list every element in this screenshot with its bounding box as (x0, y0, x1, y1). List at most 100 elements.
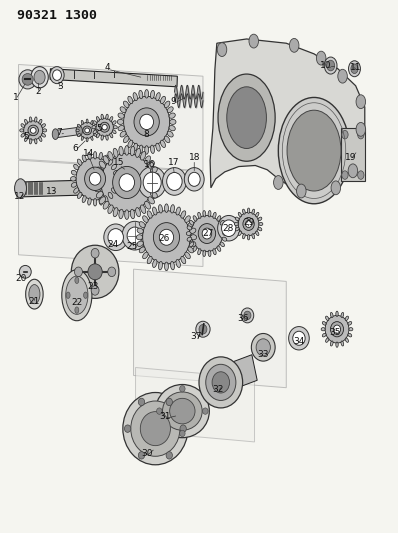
Ellipse shape (104, 155, 108, 162)
Ellipse shape (139, 145, 143, 154)
Text: 5: 5 (23, 132, 29, 141)
Ellipse shape (144, 201, 150, 209)
Ellipse shape (101, 114, 103, 119)
Text: 12: 12 (14, 192, 25, 201)
Text: 34: 34 (293, 337, 304, 346)
Ellipse shape (94, 124, 97, 127)
Ellipse shape (94, 133, 97, 136)
Polygon shape (21, 179, 114, 197)
Ellipse shape (108, 229, 123, 246)
Ellipse shape (113, 148, 118, 157)
Ellipse shape (96, 117, 100, 121)
Text: 16: 16 (144, 160, 155, 169)
Ellipse shape (137, 241, 143, 246)
Ellipse shape (113, 182, 119, 187)
Ellipse shape (137, 228, 143, 233)
Ellipse shape (74, 164, 79, 169)
Ellipse shape (94, 180, 101, 185)
Ellipse shape (330, 341, 333, 346)
Ellipse shape (71, 245, 119, 298)
Ellipse shape (217, 246, 221, 252)
Ellipse shape (190, 241, 196, 246)
Ellipse shape (104, 224, 128, 251)
Text: 15: 15 (113, 158, 125, 167)
Ellipse shape (114, 176, 120, 181)
Ellipse shape (139, 91, 143, 99)
Ellipse shape (76, 129, 79, 132)
Ellipse shape (125, 210, 129, 220)
Ellipse shape (29, 139, 32, 144)
Ellipse shape (29, 117, 32, 122)
Ellipse shape (330, 321, 343, 337)
Ellipse shape (99, 197, 105, 204)
Ellipse shape (66, 276, 88, 314)
Text: 22: 22 (71, 298, 82, 307)
Ellipse shape (136, 148, 140, 157)
Ellipse shape (190, 235, 197, 240)
Ellipse shape (108, 159, 113, 165)
Ellipse shape (119, 174, 135, 191)
Ellipse shape (202, 228, 212, 239)
Ellipse shape (119, 146, 123, 156)
Ellipse shape (248, 208, 250, 213)
Ellipse shape (99, 198, 103, 205)
Ellipse shape (71, 171, 77, 175)
Ellipse shape (130, 209, 135, 219)
Ellipse shape (242, 233, 245, 239)
Ellipse shape (196, 321, 210, 337)
Ellipse shape (140, 151, 146, 160)
Ellipse shape (125, 425, 131, 432)
Ellipse shape (134, 108, 159, 136)
Polygon shape (50, 69, 178, 87)
Ellipse shape (24, 121, 43, 140)
Ellipse shape (256, 339, 270, 356)
Text: 28: 28 (222, 224, 233, 233)
Ellipse shape (345, 338, 349, 342)
Ellipse shape (165, 204, 168, 212)
Ellipse shape (342, 131, 348, 139)
Ellipse shape (158, 262, 162, 270)
Ellipse shape (88, 152, 91, 160)
Ellipse shape (15, 179, 27, 198)
Ellipse shape (75, 307, 79, 313)
Ellipse shape (167, 173, 182, 190)
Ellipse shape (94, 186, 101, 192)
Ellipse shape (208, 250, 211, 256)
Ellipse shape (356, 95, 366, 109)
Ellipse shape (244, 311, 251, 320)
Ellipse shape (349, 328, 353, 331)
Ellipse shape (99, 161, 105, 168)
Ellipse shape (158, 205, 162, 213)
Text: 6: 6 (72, 144, 78, 153)
Ellipse shape (358, 131, 364, 139)
Ellipse shape (212, 372, 230, 393)
Ellipse shape (101, 154, 152, 212)
Ellipse shape (203, 250, 206, 256)
Ellipse shape (131, 401, 180, 456)
Ellipse shape (148, 197, 154, 204)
Ellipse shape (110, 117, 113, 121)
Ellipse shape (99, 152, 103, 160)
Ellipse shape (348, 321, 352, 325)
Ellipse shape (321, 328, 325, 331)
Ellipse shape (193, 216, 197, 221)
Ellipse shape (213, 249, 216, 255)
Ellipse shape (248, 235, 250, 240)
Ellipse shape (341, 341, 343, 346)
Ellipse shape (26, 279, 43, 309)
Ellipse shape (123, 136, 129, 143)
Ellipse shape (70, 176, 76, 181)
Ellipse shape (179, 385, 185, 392)
Ellipse shape (235, 227, 239, 231)
Ellipse shape (139, 451, 144, 459)
Ellipse shape (349, 61, 361, 77)
Ellipse shape (137, 235, 142, 240)
Polygon shape (212, 354, 257, 395)
Ellipse shape (222, 226, 227, 230)
Ellipse shape (113, 126, 117, 129)
Ellipse shape (20, 129, 24, 132)
Ellipse shape (162, 392, 202, 430)
Ellipse shape (166, 451, 172, 459)
Ellipse shape (123, 101, 129, 108)
Polygon shape (210, 39, 365, 193)
